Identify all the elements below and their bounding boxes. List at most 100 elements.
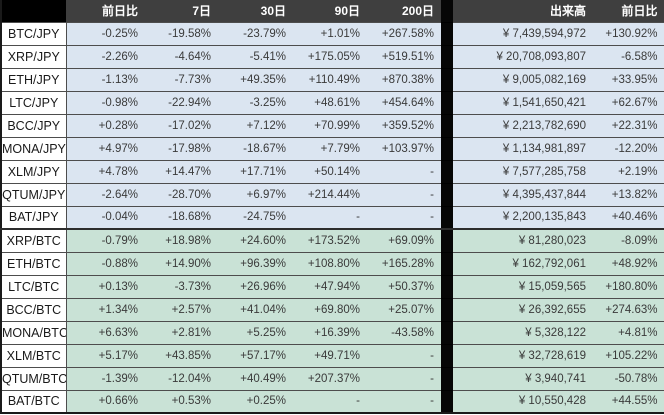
volume-change-1d-cell: +22.31% (593, 113, 664, 137)
change-1d-cell: +6.63% (66, 320, 145, 344)
table-row: XRP/BTC -0.79% +18.98% +24.60% +173.52% … (1, 228, 664, 252)
volume-change-1d-cell: +62.67% (593, 90, 664, 114)
change-90d-cell: +69.80% (293, 297, 367, 321)
change-30d-cell: +57.17% (218, 343, 293, 367)
change-30d-cell: -3.25% (218, 90, 293, 114)
change-1d-cell: -2.26% (66, 44, 145, 68)
change-7d-cell: -22.94% (145, 90, 218, 114)
change-30d-cell: -23.79% (218, 21, 293, 45)
change-200d-cell: - (367, 205, 441, 229)
volume-cell: ¥ 20,708,093,807 (453, 44, 593, 68)
pair-column-header (1, 0, 66, 22)
table-row: LTC/JPY -0.98% -22.94% -3.25% +48.61% +4… (1, 90, 664, 114)
change-200d-cell: +50.37% (367, 274, 441, 298)
volume-change-1d-cell: +274.63% (593, 297, 664, 321)
table-row: MONA/BTC +6.63% +2.81% +5.25% +16.39% -4… (1, 320, 664, 344)
change-30d-cell: +26.96% (218, 274, 293, 298)
change-30d-cell: +17.71% (218, 159, 293, 183)
section-divider (441, 297, 453, 321)
change-90d-cell: +214.44% (293, 182, 367, 206)
pair-cell: LTC/JPY (1, 90, 67, 114)
change-200d-cell: +870.38% (367, 67, 441, 91)
change-200d-cell: +519.51% (367, 44, 441, 68)
col-header-change-1d: 前日比 (66, 0, 145, 22)
table-row: BTC/JPY -0.25% -19.58% -23.79% +1.01% +2… (1, 21, 664, 45)
volume-cell: ¥ 32,728,619 (453, 343, 593, 367)
col-header-200d: 200日 (367, 0, 441, 22)
change-7d-cell: +43.85% (145, 343, 218, 367)
volume-cell: ¥ 1,134,981,897 (453, 136, 593, 160)
change-90d-cell: +207.37% (293, 366, 367, 390)
change-1d-cell: +1.34% (66, 297, 145, 321)
volume-change-1d-cell: +130.92% (593, 21, 664, 45)
volume-cell: ¥ 9,005,082,169 (453, 67, 593, 91)
change-200d-cell: +454.64% (367, 90, 441, 114)
table-row: LTC/BTC +0.13% -3.73% +26.96% +47.94% +5… (1, 274, 664, 298)
table-row: XRP/JPY -2.26% -4.64% -5.41% +175.05% +5… (1, 44, 664, 68)
change-7d-cell: -7.73% (145, 67, 218, 91)
pair-cell: XRP/JPY (1, 44, 67, 68)
pair-cell: MONA/JPY (1, 136, 67, 160)
change-90d-cell: +110.49% (293, 67, 367, 91)
volume-cell: ¥ 10,550,428 (453, 389, 593, 413)
section-divider (441, 182, 453, 206)
volume-change-1d-cell: +44.55% (593, 389, 664, 413)
table-row: BAT/JPY -0.04% -18.68% -24.75% - - ¥ 2,2… (1, 205, 664, 229)
change-90d-cell: - (293, 389, 367, 413)
change-90d-cell: +50.14% (293, 159, 367, 183)
change-1d-cell: -0.98% (66, 90, 145, 114)
volume-change-1d-cell: +13.82% (593, 182, 664, 206)
header-row: 前日比 7日 30日 90日 200日 出来高 前日比 (1, 0, 664, 22)
change-90d-cell: +108.80% (293, 251, 367, 275)
section-divider (441, 44, 453, 68)
change-1d-cell: -0.88% (66, 251, 145, 275)
change-200d-cell: - (367, 366, 441, 390)
change-7d-cell: +0.53% (145, 389, 218, 413)
pair-cell: ETH/BTC (1, 251, 67, 275)
section-divider (441, 21, 453, 45)
table-row: QTUM/BTC -1.39% -12.04% +40.49% +207.37%… (1, 366, 664, 390)
change-90d-cell: +7.79% (293, 136, 367, 160)
change-90d-cell: +1.01% (293, 21, 367, 45)
table-row: BCC/BTC +1.34% +2.57% +41.04% +69.80% +2… (1, 297, 664, 321)
volume-cell: ¥ 15,059,565 (453, 274, 593, 298)
pair-cell: ETH/JPY (1, 67, 67, 91)
change-90d-cell: +173.52% (293, 228, 367, 252)
table-row: XLM/BTC +5.17% +43.85% +57.17% +49.71% -… (1, 343, 664, 367)
change-7d-cell: -28.70% (145, 182, 218, 206)
section-divider (441, 366, 453, 390)
pair-cell: BAT/BTC (1, 389, 67, 413)
change-90d-cell: +175.05% (293, 44, 367, 68)
change-90d-cell: +70.99% (293, 113, 367, 137)
volume-change-1d-cell: -50.78% (593, 366, 664, 390)
change-1d-cell: -1.13% (66, 67, 145, 91)
volume-cell: ¥ 5,328,122 (453, 320, 593, 344)
change-90d-cell: +16.39% (293, 320, 367, 344)
change-7d-cell: -18.68% (145, 205, 218, 229)
section-divider (441, 159, 453, 183)
change-30d-cell: +5.25% (218, 320, 293, 344)
change-1d-cell: -0.04% (66, 205, 145, 229)
change-90d-cell: +48.61% (293, 90, 367, 114)
change-7d-cell: +18.98% (145, 228, 218, 252)
table-row: ETH/JPY -1.13% -7.73% +49.35% +110.49% +… (1, 67, 664, 91)
change-200d-cell: +69.09% (367, 228, 441, 252)
table-row: ETH/BTC -0.88% +14.90% +96.39% +108.80% … (1, 251, 664, 275)
change-7d-cell: +14.47% (145, 159, 218, 183)
volume-cell: ¥ 162,792,061 (453, 251, 593, 275)
change-30d-cell: -18.67% (218, 136, 293, 160)
section-divider (441, 320, 453, 344)
pair-cell: LTC/BTC (1, 274, 67, 298)
change-200d-cell: +165.28% (367, 251, 441, 275)
change-1d-cell: +5.17% (66, 343, 145, 367)
change-7d-cell: +14.90% (145, 251, 218, 275)
volume-cell: ¥ 3,940,741 (453, 366, 593, 390)
change-200d-cell: +103.97% (367, 136, 441, 160)
col-header-30d: 30日 (218, 0, 293, 22)
col-header-volume: 出来高 (453, 0, 593, 22)
volume-cell: ¥ 2,213,782,690 (453, 113, 593, 137)
change-1d-cell: +0.28% (66, 113, 145, 137)
change-200d-cell: - (367, 182, 441, 206)
change-90d-cell: - (293, 205, 367, 229)
